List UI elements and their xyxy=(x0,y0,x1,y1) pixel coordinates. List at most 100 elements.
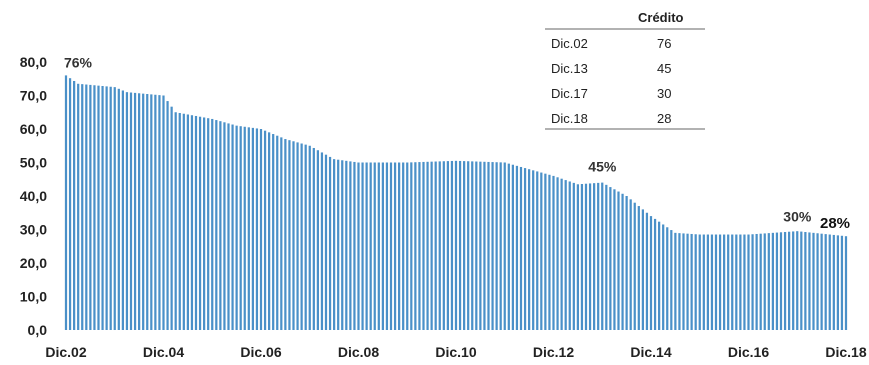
credit-table: Crédito Dic.02 76 Dic.13 45 Dic.17 30 Di… xyxy=(545,10,705,130)
bar xyxy=(723,234,726,330)
bar xyxy=(410,162,413,330)
bar xyxy=(836,235,839,330)
bar xyxy=(593,183,596,330)
bar xyxy=(442,161,445,330)
bar xyxy=(377,162,380,330)
bar xyxy=(544,173,547,330)
bar xyxy=(353,161,356,330)
bar xyxy=(658,221,661,330)
bar xyxy=(625,196,628,330)
bar xyxy=(483,161,486,330)
bar xyxy=(775,232,779,330)
bar xyxy=(328,156,332,330)
bar xyxy=(129,92,133,331)
bar xyxy=(503,162,506,330)
bar xyxy=(125,92,129,331)
bar xyxy=(381,162,384,330)
bar xyxy=(727,234,730,330)
bar xyxy=(552,175,555,330)
bar xyxy=(341,160,344,330)
bar xyxy=(597,182,600,330)
bar xyxy=(556,177,559,330)
bar xyxy=(402,162,405,330)
bar xyxy=(662,224,665,330)
bar xyxy=(414,162,417,330)
bar xyxy=(788,231,791,330)
bar xyxy=(101,86,104,330)
bar xyxy=(840,235,844,330)
bar xyxy=(373,162,376,330)
y-tick-label: 80,0 xyxy=(20,54,47,70)
bar xyxy=(337,159,340,330)
bar xyxy=(808,232,811,330)
bar xyxy=(418,162,421,330)
bar xyxy=(357,162,360,330)
bar xyxy=(227,123,230,330)
bar xyxy=(434,161,437,330)
bar xyxy=(491,162,494,330)
bar xyxy=(304,144,307,330)
bar xyxy=(231,124,234,330)
bar xyxy=(170,106,173,330)
bar xyxy=(645,212,649,330)
bar xyxy=(523,168,527,330)
bar xyxy=(97,85,100,330)
bar xyxy=(406,162,409,330)
bar xyxy=(385,162,389,330)
bar xyxy=(584,183,588,330)
bar xyxy=(528,169,531,330)
bar xyxy=(117,88,120,330)
table-row-label: Dic.02 xyxy=(551,36,588,51)
bar xyxy=(150,94,153,330)
bar xyxy=(89,84,92,330)
bar xyxy=(804,232,807,330)
bar xyxy=(471,161,474,330)
bar xyxy=(479,161,482,330)
bar xyxy=(792,231,795,330)
bar xyxy=(463,161,466,330)
x-tick-label: Dic.16 xyxy=(728,344,769,360)
bar xyxy=(393,162,397,330)
bar xyxy=(637,206,640,330)
bar xyxy=(259,129,263,330)
table-row-value: 76 xyxy=(657,36,671,51)
bar xyxy=(158,95,161,330)
bar xyxy=(694,234,697,330)
bar xyxy=(203,117,206,331)
bar xyxy=(536,171,539,330)
bar xyxy=(540,172,543,330)
y-tick-label: 40,0 xyxy=(20,188,47,204)
bar xyxy=(564,180,567,330)
bar xyxy=(714,234,718,330)
bar xyxy=(747,234,750,330)
bar xyxy=(621,193,624,330)
bar xyxy=(292,141,295,330)
bar xyxy=(739,234,742,330)
x-tick-label: Dic.08 xyxy=(338,344,379,360)
bar xyxy=(251,127,254,330)
bar xyxy=(678,233,681,330)
bar xyxy=(751,234,754,330)
bar xyxy=(820,233,823,330)
bar xyxy=(702,234,705,330)
bar xyxy=(572,182,575,330)
bar xyxy=(507,163,510,330)
bar xyxy=(609,187,612,330)
bar xyxy=(532,170,535,330)
bar xyxy=(670,230,673,330)
bar xyxy=(515,165,519,330)
bar xyxy=(499,162,502,330)
y-tick-label: 60,0 xyxy=(20,121,47,137)
bar xyxy=(718,234,722,330)
x-tick-label: Dic.02 xyxy=(45,344,86,360)
bar xyxy=(316,150,319,330)
bar xyxy=(617,191,620,330)
y-tick-label: 20,0 xyxy=(20,255,47,271)
bar xyxy=(467,161,470,330)
bar xyxy=(312,147,315,330)
bar xyxy=(426,161,429,330)
bar xyxy=(422,161,425,330)
bar xyxy=(731,234,734,330)
bar xyxy=(194,115,198,330)
bar xyxy=(365,162,368,330)
